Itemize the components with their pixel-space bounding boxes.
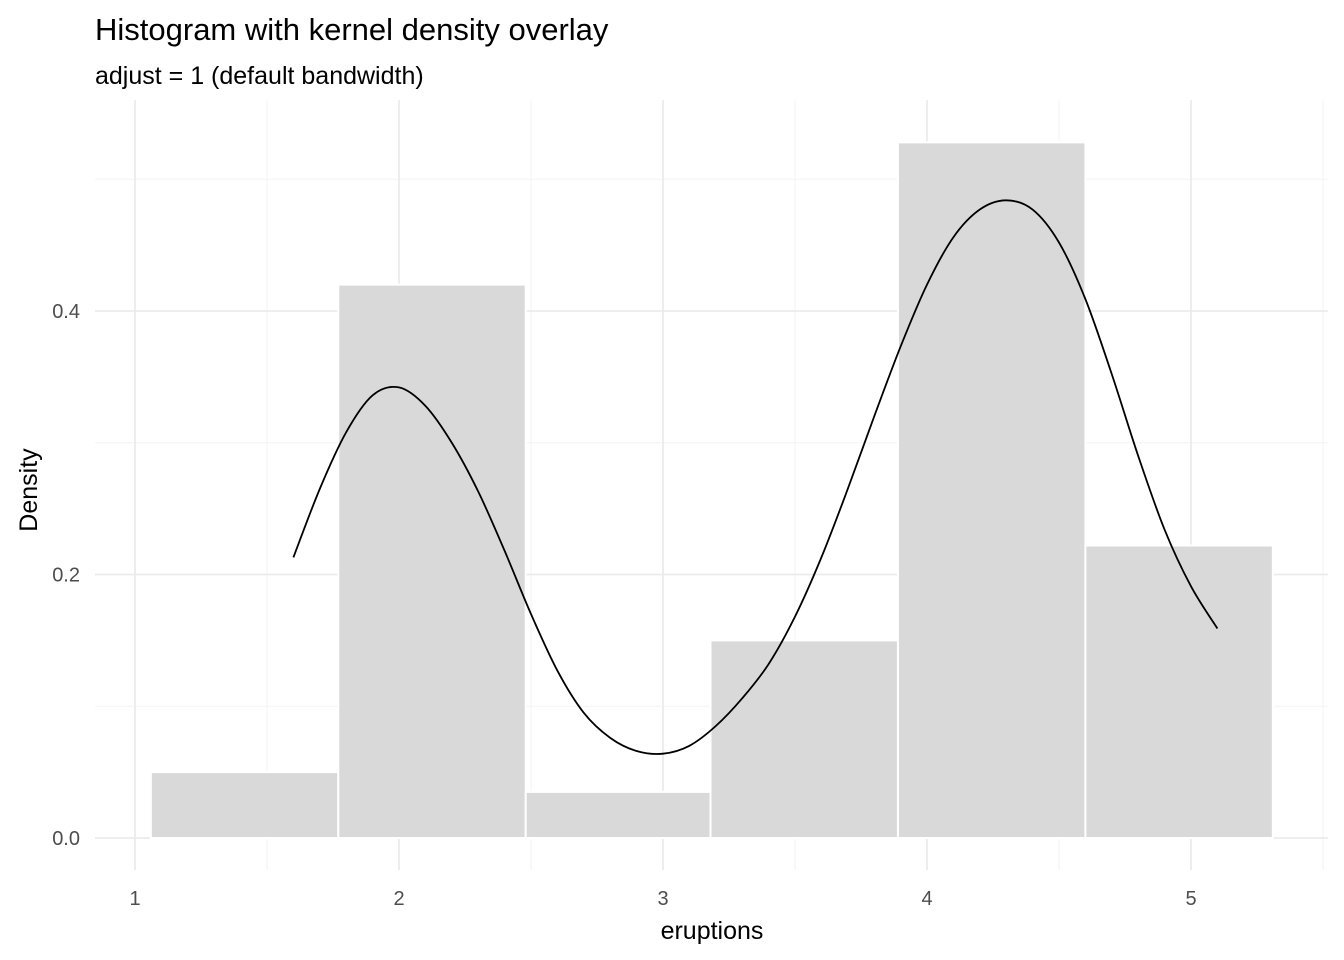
x-tick-label-0: 1 (129, 888, 140, 910)
density-curve (292, 199, 1219, 755)
x-tick-label-1: 2 (393, 888, 404, 910)
x-tick-labels: 1 2 3 4 5 (129, 888, 1196, 910)
histogram-bar-5 (1084, 544, 1274, 839)
histogram-bar-0 (149, 771, 340, 839)
y-tick-label-1: 0.2 (52, 565, 80, 587)
histogram-bar-3 (709, 639, 899, 839)
x-axis-title: eruptions (661, 917, 764, 945)
y-tick-label-2: 0.4 (52, 301, 80, 323)
histogram-bar-4 (896, 141, 1087, 840)
y-tick-labels: 0.0 0.2 0.4 (52, 301, 80, 850)
chart-subtitle: adjust = 1 (default bandwidth) (95, 62, 424, 90)
histogram-bar-1 (337, 283, 527, 839)
x-tick-label-2: 3 (657, 888, 668, 910)
density-curve-group (292, 199, 1219, 755)
x-tick-label-3: 4 (921, 888, 932, 910)
histogram-bars (149, 141, 1274, 840)
x-tick-label-4: 5 (1185, 888, 1196, 910)
chart-title: Histogram with kernel density overlay (95, 12, 609, 47)
y-axis-title: Density (15, 448, 43, 532)
histogram-bar-2 (524, 790, 712, 840)
y-tick-label-0: 0.0 (52, 828, 80, 850)
